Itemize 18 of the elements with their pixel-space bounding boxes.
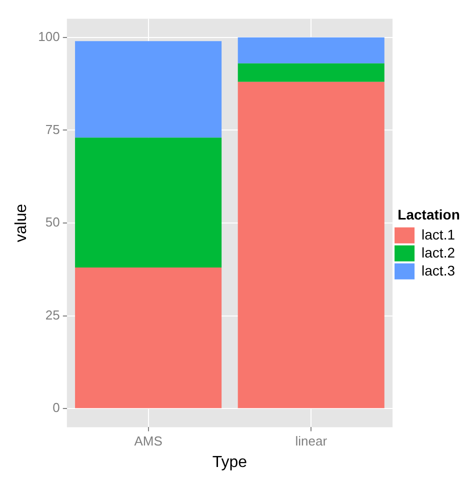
bar [75, 138, 222, 268]
y-tick-label: 75 [45, 122, 60, 137]
y-axis-title: value [13, 204, 30, 242]
x-tick-label: linear [295, 434, 328, 449]
bar [75, 41, 222, 138]
legend-label: lact.1 [422, 226, 456, 242]
bar [238, 63, 384, 82]
y-tick-label: 100 [38, 28, 60, 44]
x-tick-label: AMS [134, 434, 163, 449]
bar [75, 268, 222, 408]
bar [238, 37, 384, 64]
y-tick-label: 0 [52, 400, 60, 416]
legend-title: Lactation [398, 206, 460, 222]
y-tick-label: 50 [45, 214, 60, 230]
legend-label: lact.3 [422, 262, 456, 278]
legend-label: lact.2 [422, 244, 456, 260]
y-tick-label: 25 [45, 307, 60, 322]
x-axis-title: Type [212, 454, 248, 471]
